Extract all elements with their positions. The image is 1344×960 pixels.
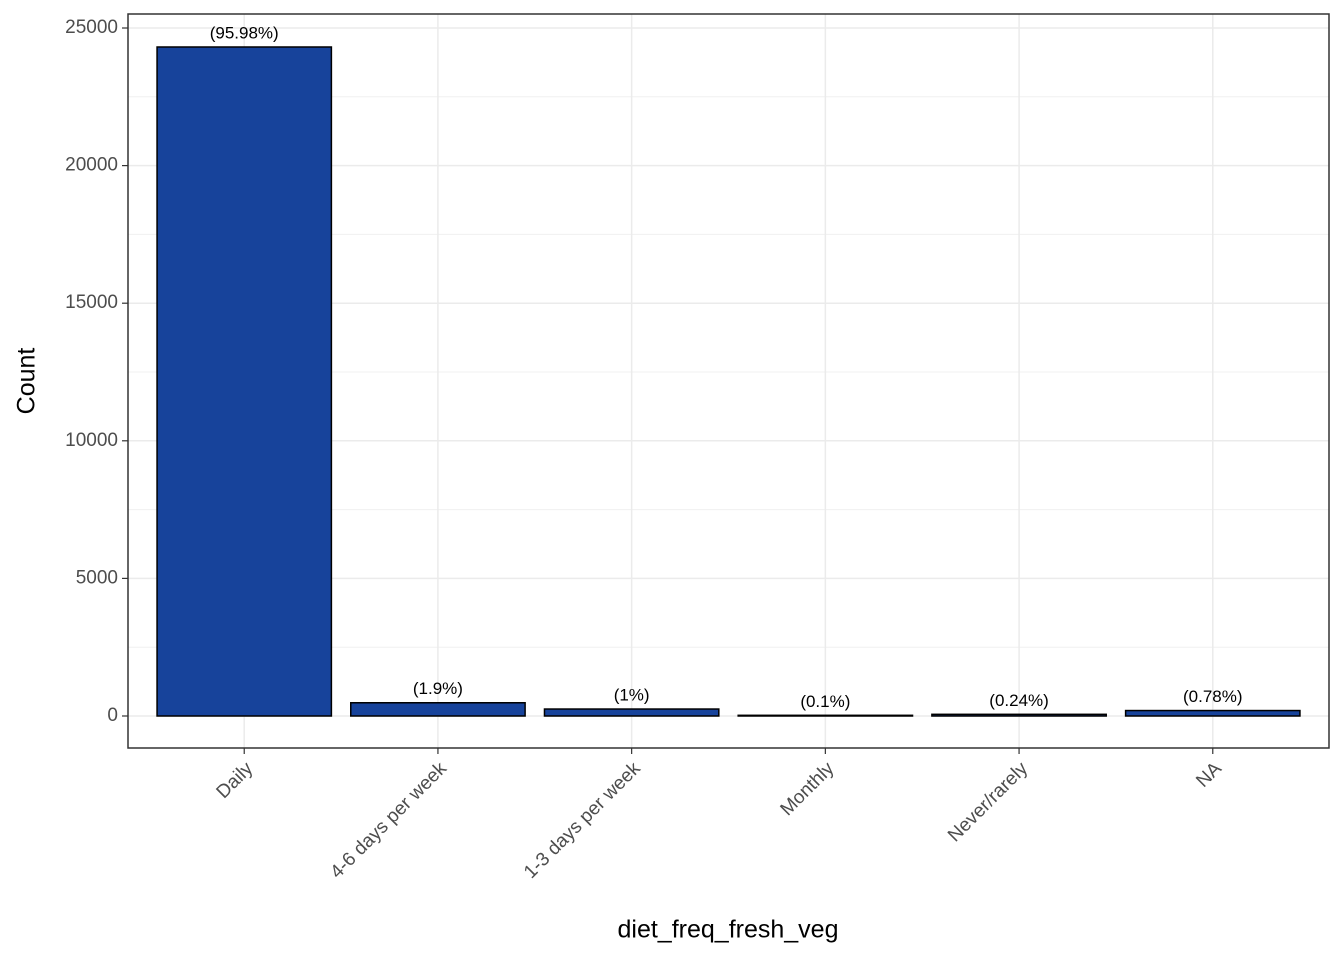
y-tick-label: 25000 bbox=[65, 17, 118, 38]
y-tick-label: 15000 bbox=[65, 292, 118, 313]
y-tick-label: 20000 bbox=[65, 155, 118, 176]
x-tick-label: Never/rarely bbox=[944, 758, 1032, 846]
value-label: (95.98%) bbox=[210, 23, 279, 42]
bar bbox=[350, 702, 526, 717]
y-tick-label: 5000 bbox=[76, 567, 118, 588]
bar bbox=[543, 708, 720, 717]
x-axis-title: diet_freq_fresh_veg bbox=[618, 916, 839, 944]
x-tick-label: NA bbox=[1192, 758, 1226, 792]
y-axis-title: Count bbox=[13, 348, 41, 415]
y-tick-label: 10000 bbox=[65, 430, 118, 451]
bar bbox=[156, 46, 333, 717]
x-tick-label: Monthly bbox=[777, 758, 839, 820]
value-label: (0.78%) bbox=[1183, 687, 1243, 706]
bar bbox=[737, 714, 914, 717]
value-label: (0.24%) bbox=[989, 691, 1049, 710]
x-tick-label: 1-3 days per week bbox=[520, 758, 645, 883]
y-tick-label: 0 bbox=[107, 705, 118, 726]
value-label: (0.1%) bbox=[800, 692, 850, 711]
bar bbox=[1124, 709, 1301, 717]
x-tick-label: 4-6 days per week bbox=[326, 758, 451, 883]
x-tick-label: Daily bbox=[213, 758, 258, 803]
panel-border bbox=[127, 13, 1330, 749]
bar bbox=[931, 713, 1107, 717]
value-label: (1.9%) bbox=[413, 679, 463, 698]
value-label: (1%) bbox=[614, 686, 650, 705]
